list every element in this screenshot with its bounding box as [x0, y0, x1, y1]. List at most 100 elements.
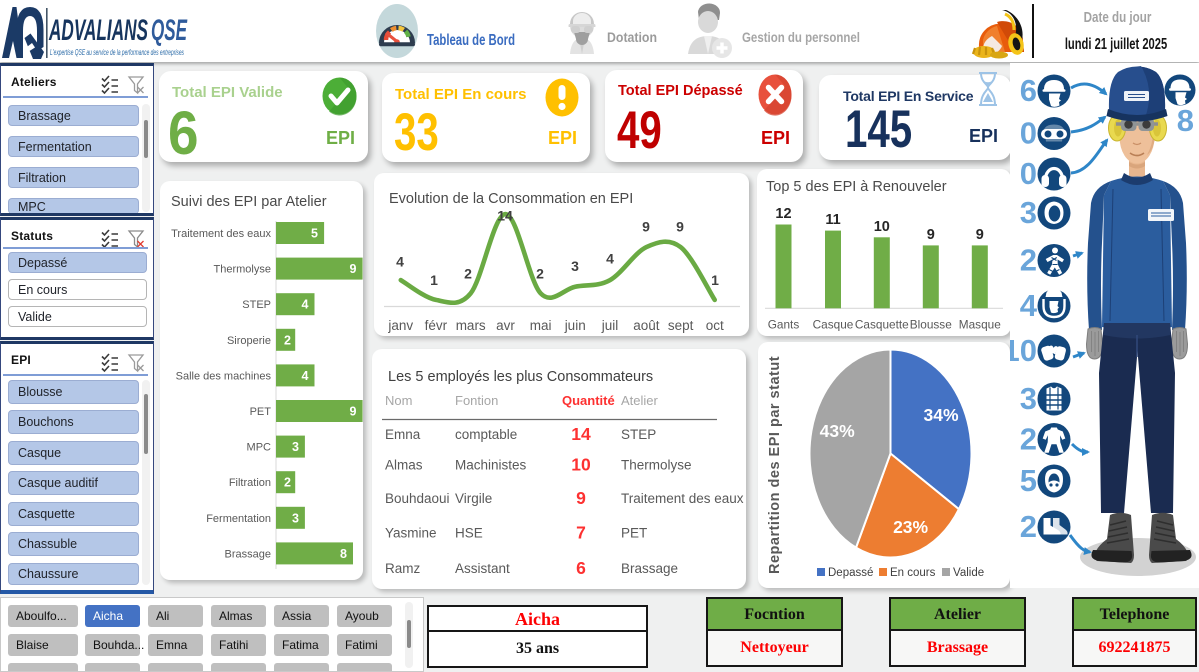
- svg-text:janv: janv: [387, 318, 413, 333]
- svg-text:2: 2: [464, 266, 472, 282]
- svg-text:juil: juil: [601, 318, 619, 333]
- svg-text:0: 0: [1020, 156, 1037, 191]
- svg-text:Ramz: Ramz: [385, 561, 421, 576]
- svg-text:mai: mai: [530, 318, 552, 333]
- svg-text:Blousse: Blousse: [910, 318, 952, 332]
- svg-text:12: 12: [775, 206, 791, 222]
- svg-text:Yasmine: Yasmine: [385, 526, 437, 541]
- svg-text:34%: 34%: [923, 405, 958, 425]
- svg-text:sept: sept: [668, 318, 694, 333]
- svg-text:4: 4: [302, 298, 309, 312]
- svg-text:comptable: comptable: [455, 427, 517, 442]
- svg-text:5: 5: [1020, 463, 1037, 498]
- svg-text:Casque: Casque: [813, 318, 854, 332]
- svg-text:Evolution de la Consommation e: Evolution de la Consommation en EPI: [389, 191, 633, 207]
- svg-text:11: 11: [825, 212, 840, 228]
- svg-text:43%: 43%: [820, 421, 855, 441]
- svg-text:3: 3: [1020, 195, 1037, 230]
- svg-text:Fontion: Fontion: [455, 393, 498, 408]
- svg-text:Dotation: Dotation: [607, 29, 657, 45]
- svg-text:En cours: En cours: [890, 567, 936, 579]
- svg-text:3: 3: [1020, 381, 1037, 416]
- svg-text:0: 0: [1020, 116, 1037, 151]
- svg-text:Suivi des EPI par Atelier: Suivi des EPI par Atelier: [171, 194, 327, 210]
- svg-text:7: 7: [576, 523, 586, 543]
- svg-text:MPC: MPC: [247, 442, 272, 454]
- svg-text:Traitement des eaux: Traitement des eaux: [621, 491, 744, 506]
- svg-text:juin: juin: [564, 318, 586, 333]
- svg-text:2: 2: [536, 266, 544, 282]
- svg-text:10: 10: [1010, 333, 1037, 368]
- svg-text:3: 3: [571, 258, 579, 274]
- svg-text:9: 9: [927, 227, 935, 243]
- svg-text:Salle des machines: Salle des machines: [176, 370, 272, 382]
- svg-text:9: 9: [676, 219, 684, 235]
- svg-text:14: 14: [571, 424, 591, 444]
- svg-text:Siroperie: Siroperie: [227, 335, 271, 347]
- svg-text:1: 1: [430, 272, 438, 288]
- svg-text:2: 2: [284, 476, 291, 490]
- svg-text:6: 6: [1020, 73, 1037, 108]
- svg-text:2: 2: [1020, 422, 1037, 457]
- svg-text:Masque: Masque: [959, 318, 1001, 332]
- svg-text:Atelier: Atelier: [621, 393, 659, 408]
- svg-text:8: 8: [1177, 103, 1194, 138]
- svg-text:8: 8: [340, 547, 347, 561]
- svg-text:3: 3: [292, 511, 299, 525]
- svg-text:4: 4: [302, 369, 309, 383]
- svg-text:4: 4: [1020, 288, 1038, 323]
- svg-text:Tableau de Bord: Tableau de Bord: [427, 32, 515, 49]
- svg-text:9: 9: [576, 488, 586, 508]
- svg-text:PET: PET: [621, 526, 647, 541]
- svg-text:oct: oct: [706, 318, 724, 333]
- svg-text:1: 1: [711, 272, 719, 288]
- svg-text:STEP: STEP: [242, 299, 271, 311]
- svg-text:Almas: Almas: [385, 458, 423, 473]
- svg-text:HSE: HSE: [455, 526, 483, 541]
- svg-text:Thermolyse: Thermolyse: [621, 458, 692, 473]
- svg-text:févr: févr: [425, 318, 448, 333]
- svg-text:Casquette: Casquette: [855, 318, 909, 332]
- svg-text:Nom: Nom: [385, 393, 412, 408]
- svg-text:23%: 23%: [893, 517, 928, 537]
- svg-text:Machinistes: Machinistes: [455, 458, 527, 473]
- svg-text:Repartition des EPI par statut: Repartition des EPI par statut: [767, 356, 783, 574]
- svg-text:2: 2: [1020, 243, 1037, 278]
- svg-text:10: 10: [874, 219, 890, 235]
- svg-text:août: août: [633, 318, 660, 333]
- svg-text:mars: mars: [456, 318, 486, 333]
- svg-text:10: 10: [571, 455, 591, 475]
- svg-text:L'expertise QSE au service de: L'expertise QSE au service de la perform…: [50, 47, 184, 57]
- svg-text:4: 4: [396, 254, 404, 270]
- svg-text:4: 4: [606, 251, 614, 267]
- svg-text:Valide: Valide: [953, 567, 984, 579]
- svg-text:PET: PET: [250, 406, 272, 418]
- svg-text:Brassage: Brassage: [621, 561, 678, 576]
- svg-text:2: 2: [284, 333, 291, 347]
- svg-text:ADVALIANS: ADVALIANS: [48, 14, 148, 47]
- svg-text:5: 5: [311, 227, 318, 241]
- svg-text:Assistant: Assistant: [455, 561, 510, 576]
- svg-text:9: 9: [642, 219, 650, 235]
- svg-text:Thermolyse: Thermolyse: [214, 264, 271, 276]
- svg-text:9: 9: [350, 405, 357, 419]
- svg-text:Traitement des eaux: Traitement des eaux: [171, 228, 271, 240]
- svg-text:Les 5 employés les plus Consom: Les 5 employés les plus Consommateurs: [388, 369, 653, 385]
- svg-text:9: 9: [350, 262, 357, 276]
- svg-text:Filtration: Filtration: [229, 477, 271, 489]
- svg-text:Bouhdaoui: Bouhdaoui: [385, 491, 450, 506]
- svg-text:9: 9: [976, 227, 984, 243]
- svg-text:avr: avr: [496, 318, 515, 333]
- svg-text:Emna: Emna: [385, 427, 421, 442]
- svg-text:Gestion du personnel: Gestion du personnel: [742, 29, 860, 45]
- svg-text:STEP: STEP: [621, 427, 656, 442]
- svg-text:Brassage: Brassage: [225, 548, 271, 560]
- svg-text:2: 2: [1020, 509, 1037, 544]
- svg-text:Top 5 des EPI à Renouveler: Top 5 des EPI à Renouveler: [766, 179, 947, 195]
- svg-text:Quantité: Quantité: [562, 393, 615, 408]
- svg-text:QSE: QSE: [151, 14, 188, 47]
- svg-text:Virgile: Virgile: [455, 491, 492, 506]
- svg-text:6: 6: [576, 558, 586, 578]
- svg-text:14: 14: [497, 208, 513, 224]
- svg-text:Gants: Gants: [768, 318, 800, 332]
